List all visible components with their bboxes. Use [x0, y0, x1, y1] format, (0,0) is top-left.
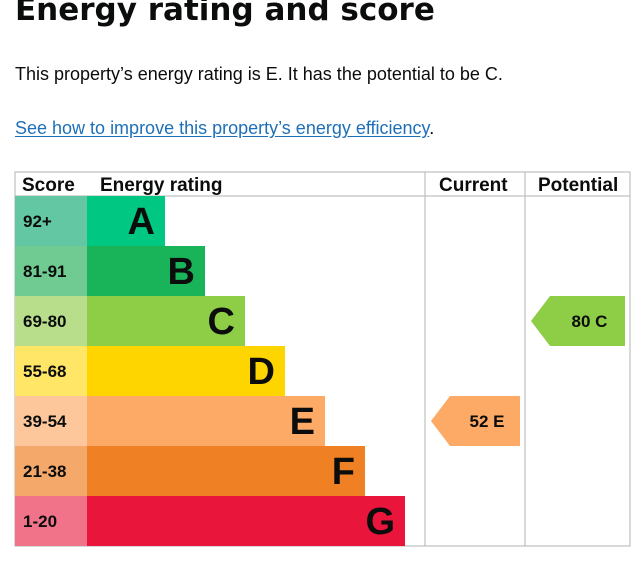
rating-bar-d	[87, 346, 285, 396]
rating-letter-g: G	[365, 501, 395, 543]
score-range-b: 81-91	[23, 262, 66, 281]
current-rating-arrow-label: 52 E	[470, 412, 505, 431]
rating-bar-f	[87, 446, 365, 496]
score-range-e: 39-54	[23, 412, 67, 431]
chart-arrows: 52 E 80 C	[431, 296, 625, 446]
score-cell-c	[15, 296, 87, 346]
header-current: Current	[439, 175, 508, 196]
current-rating-arrow	[431, 396, 520, 446]
score-cell-f	[15, 446, 87, 496]
score-range-d: 55-68	[23, 362, 66, 381]
improve-link-line: See how to improve this property’s energ…	[15, 117, 434, 139]
rating-letter-c: C	[208, 301, 235, 343]
improve-efficiency-link[interactable]: See how to improve this property’s energ…	[15, 118, 430, 138]
score-cell-d	[15, 346, 87, 396]
header-score: Score	[22, 175, 75, 196]
page-title: Energy rating and score	[15, 0, 435, 28]
score-range-g: 1-20	[23, 512, 57, 531]
potential-rating-arrow	[531, 296, 625, 346]
score-cell-e	[15, 396, 87, 446]
rating-letter-b: B	[168, 251, 195, 293]
rating-bar-g	[87, 496, 405, 546]
rating-letter-d: D	[248, 351, 275, 393]
score-cell-a	[15, 196, 87, 246]
chart-headers: Score Energy rating Current Potential	[22, 175, 618, 196]
score-cell-g	[15, 496, 87, 546]
score-range-c: 69-80	[23, 312, 66, 331]
rating-summary: This property’s energy rating is E. It h…	[15, 64, 503, 84]
link-suffix: .	[429, 118, 435, 138]
rating-letter-f: F	[332, 451, 355, 493]
header-energy-rating: Energy rating	[100, 175, 222, 196]
rating-bar-b	[87, 246, 205, 296]
score-cell-b	[15, 246, 87, 296]
score-range-a: 92+	[23, 212, 52, 231]
rating-bar-c	[87, 296, 245, 346]
chart-bands: 92+ A 81-91 B 69-80 C 55-68 D 39-54 E 21-38 F 1-20 G	[15, 196, 405, 546]
rating-bar-e	[87, 396, 325, 446]
header-potential: Potential	[538, 175, 618, 196]
potential-rating-arrow-label: 80 C	[572, 312, 608, 331]
rating-letter-a: A	[128, 201, 155, 243]
rating-bar-a	[87, 196, 165, 246]
rating-letter-e: E	[290, 401, 315, 443]
score-range-f: 21-38	[23, 462, 66, 481]
